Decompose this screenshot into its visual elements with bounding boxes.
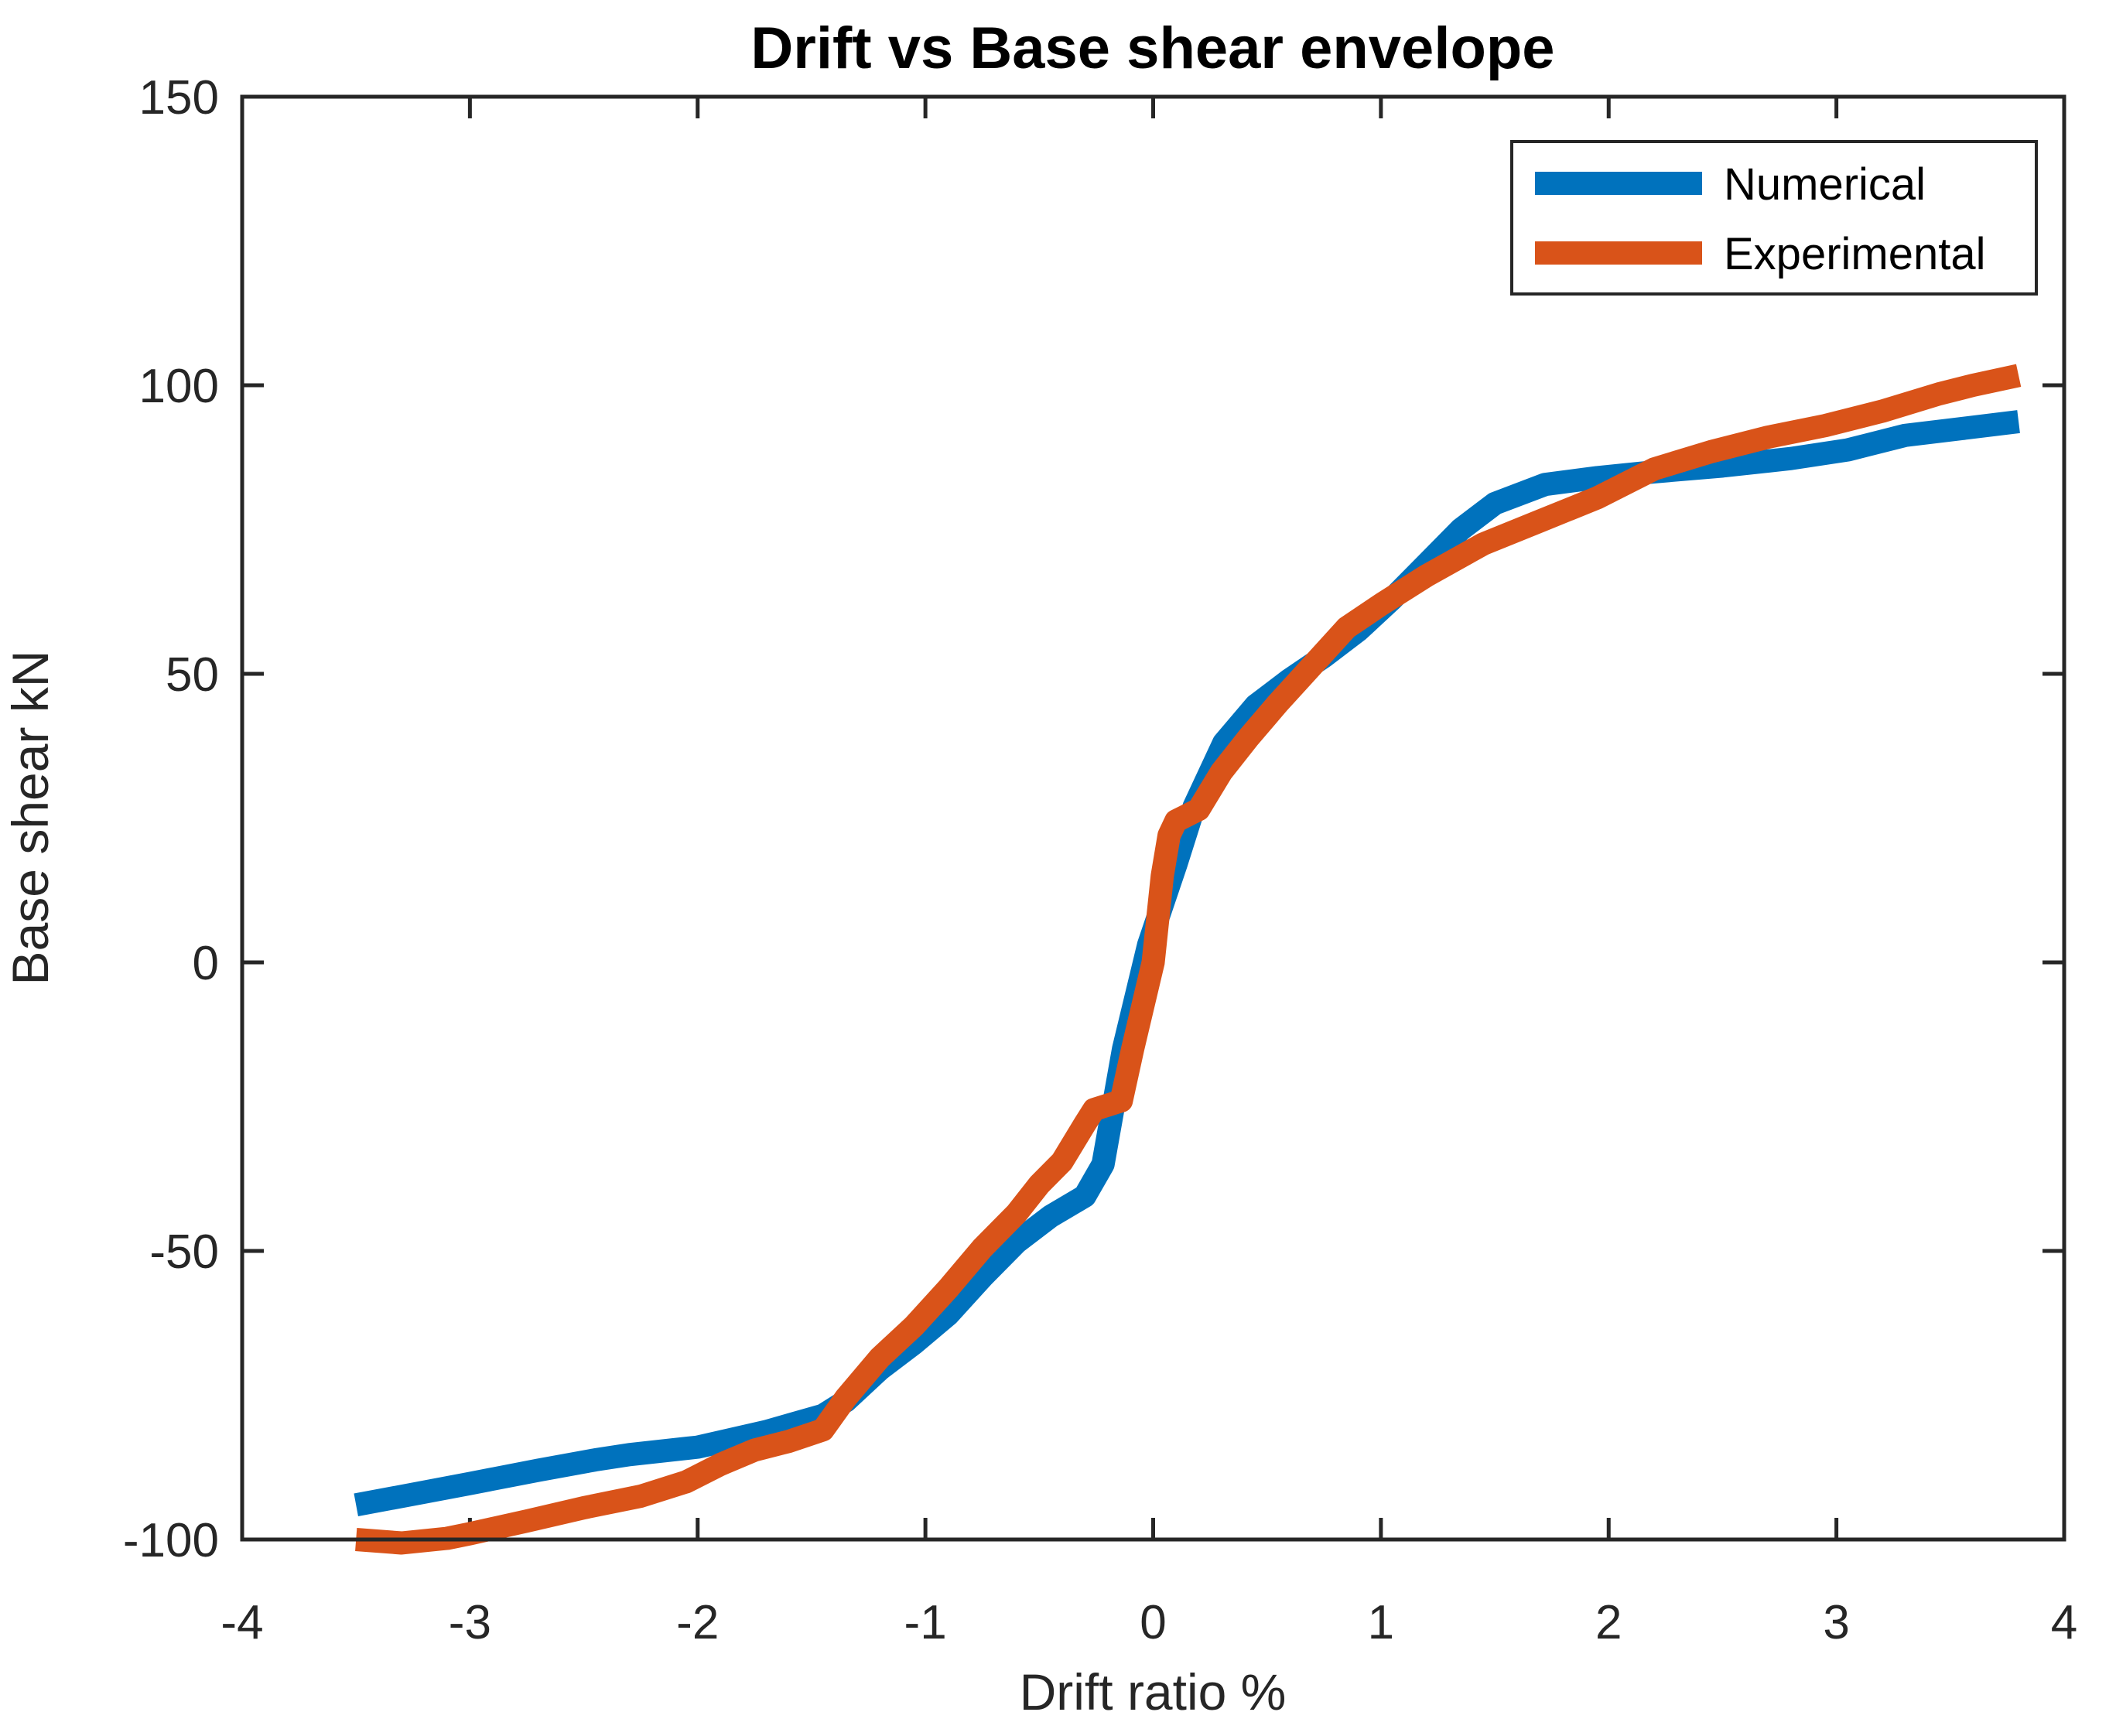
y-tick-label: 50 <box>166 648 219 702</box>
x-tick-label: 3 <box>1823 1596 1849 1649</box>
x-tick-label: 2 <box>1595 1596 1622 1649</box>
y-tick-label: 0 <box>193 937 219 990</box>
x-tick-label: -1 <box>904 1596 947 1649</box>
y-tick-label: 150 <box>139 71 219 125</box>
x-tick-label: -3 <box>449 1596 491 1649</box>
chart-title: Drift vs Base shear envelope <box>750 15 1554 81</box>
axes-layer: -4 -3 -2 -1 0 1 2 3 4 150 100 50 0 -50 -100 <box>123 71 2077 1649</box>
series-layer <box>354 364 2022 1555</box>
x-tick-label: 1 <box>1368 1596 1394 1649</box>
y-tick-label: -100 <box>123 1514 219 1567</box>
series-line-experimental <box>355 364 2022 1555</box>
y-axis-label: Base shear kN <box>2 651 59 986</box>
x-tick-label: -2 <box>676 1596 719 1649</box>
x-tick-label: 0 <box>1140 1596 1166 1649</box>
x-tick-label: -4 <box>220 1596 263 1649</box>
legend: Numerical Experimental <box>1510 140 2038 296</box>
axes-box <box>240 94 2066 1542</box>
y-tick-label: -50 <box>149 1225 219 1279</box>
plot-area <box>242 97 2064 1540</box>
y-tick-label: 100 <box>139 360 219 413</box>
legend-box <box>1510 140 2038 296</box>
x-axis-label: Drift ratio % <box>1020 1663 1287 1721</box>
x-tick-label: 4 <box>2051 1596 2077 1649</box>
legend-label-numerical: Numerical <box>1724 159 1926 210</box>
legend-label-experimental: Experimental <box>1724 229 1985 279</box>
